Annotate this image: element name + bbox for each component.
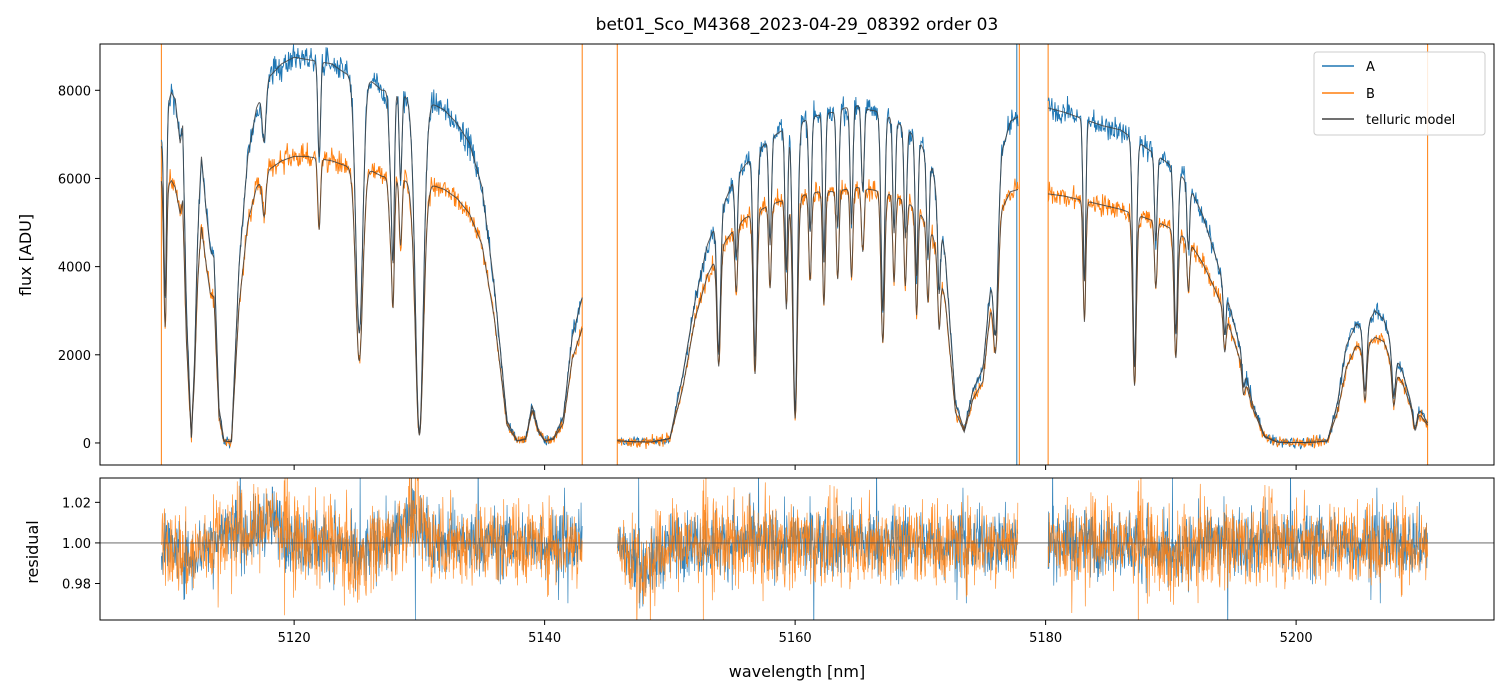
top-y-tick-label: 6000 bbox=[58, 172, 91, 187]
top-panel: 0 2000 4000 6000 8000 flux [ADU] A B telluri… bbox=[16, 43, 1495, 470]
bottom-y-tick-label: 1.02 bbox=[62, 496, 91, 511]
bottom-series-group bbox=[161, 478, 1428, 620]
top-y-ticks: 0 2000 4000 6000 8000 bbox=[58, 84, 100, 452]
telluric-model-b-line bbox=[617, 186, 1019, 443]
residual-b-line bbox=[1047, 478, 1428, 620]
chart-title: bet01_Sco_M4368_2023-04-29_08392 order 0… bbox=[596, 15, 999, 35]
residual-b-line bbox=[616, 478, 1019, 620]
telluric-model-a-line bbox=[617, 105, 1019, 443]
top-y-tick-label: 4000 bbox=[58, 261, 91, 276]
top-y-tick-label: 0 bbox=[83, 437, 91, 452]
top-y-tick-label: 8000 bbox=[58, 84, 91, 99]
top-x-ticks bbox=[293, 465, 1297, 470]
bottom-x-tick-label: 5120 bbox=[278, 631, 311, 646]
telluric-model-b-line bbox=[160, 155, 583, 443]
bottom-y-ticks: 0.98 1.00 1.02 bbox=[62, 496, 100, 592]
bottom-y-tick-label: 0.98 bbox=[62, 577, 91, 592]
bottom-x-tick-label: 5180 bbox=[1029, 631, 1062, 646]
bottom-y-tick-label: 1.00 bbox=[62, 537, 91, 552]
top-y-label: flux [ADU] bbox=[16, 214, 35, 296]
top-plot-area bbox=[100, 44, 1494, 465]
legend-label-model: telluric model bbox=[1366, 113, 1455, 128]
legend: A B telluric model bbox=[1313, 51, 1486, 136]
bottom-x-ticks: 5120 5140 5160 5180 5200 bbox=[278, 620, 1313, 646]
telluric-model-a-line bbox=[1047, 107, 1429, 444]
telluric-model-b-line bbox=[1048, 193, 1429, 444]
legend-box bbox=[1313, 51, 1486, 136]
top-y-tick-label: 2000 bbox=[58, 349, 91, 364]
bottom-x-tick-label: 5160 bbox=[779, 631, 812, 646]
bottom-y-label: residual bbox=[23, 520, 42, 583]
legend-label-a: A bbox=[1366, 60, 1375, 75]
series-b-line bbox=[1047, 181, 1429, 449]
bottom-x-tick-label: 5140 bbox=[528, 631, 561, 646]
bottom-frame bbox=[99, 477, 1495, 621]
bottom-panel: 0.98 1.00 1.02 5120 5140 5160 5180 5200 residu… bbox=[23, 477, 1495, 681]
top-frame bbox=[99, 43, 1495, 466]
x-axis-label: wavelength [nm] bbox=[729, 662, 866, 681]
top-series-group bbox=[160, 44, 1429, 450]
bottom-x-tick-label: 5200 bbox=[1280, 631, 1313, 646]
legend-label-b: B bbox=[1366, 87, 1375, 102]
residual-b-line bbox=[161, 478, 583, 616]
